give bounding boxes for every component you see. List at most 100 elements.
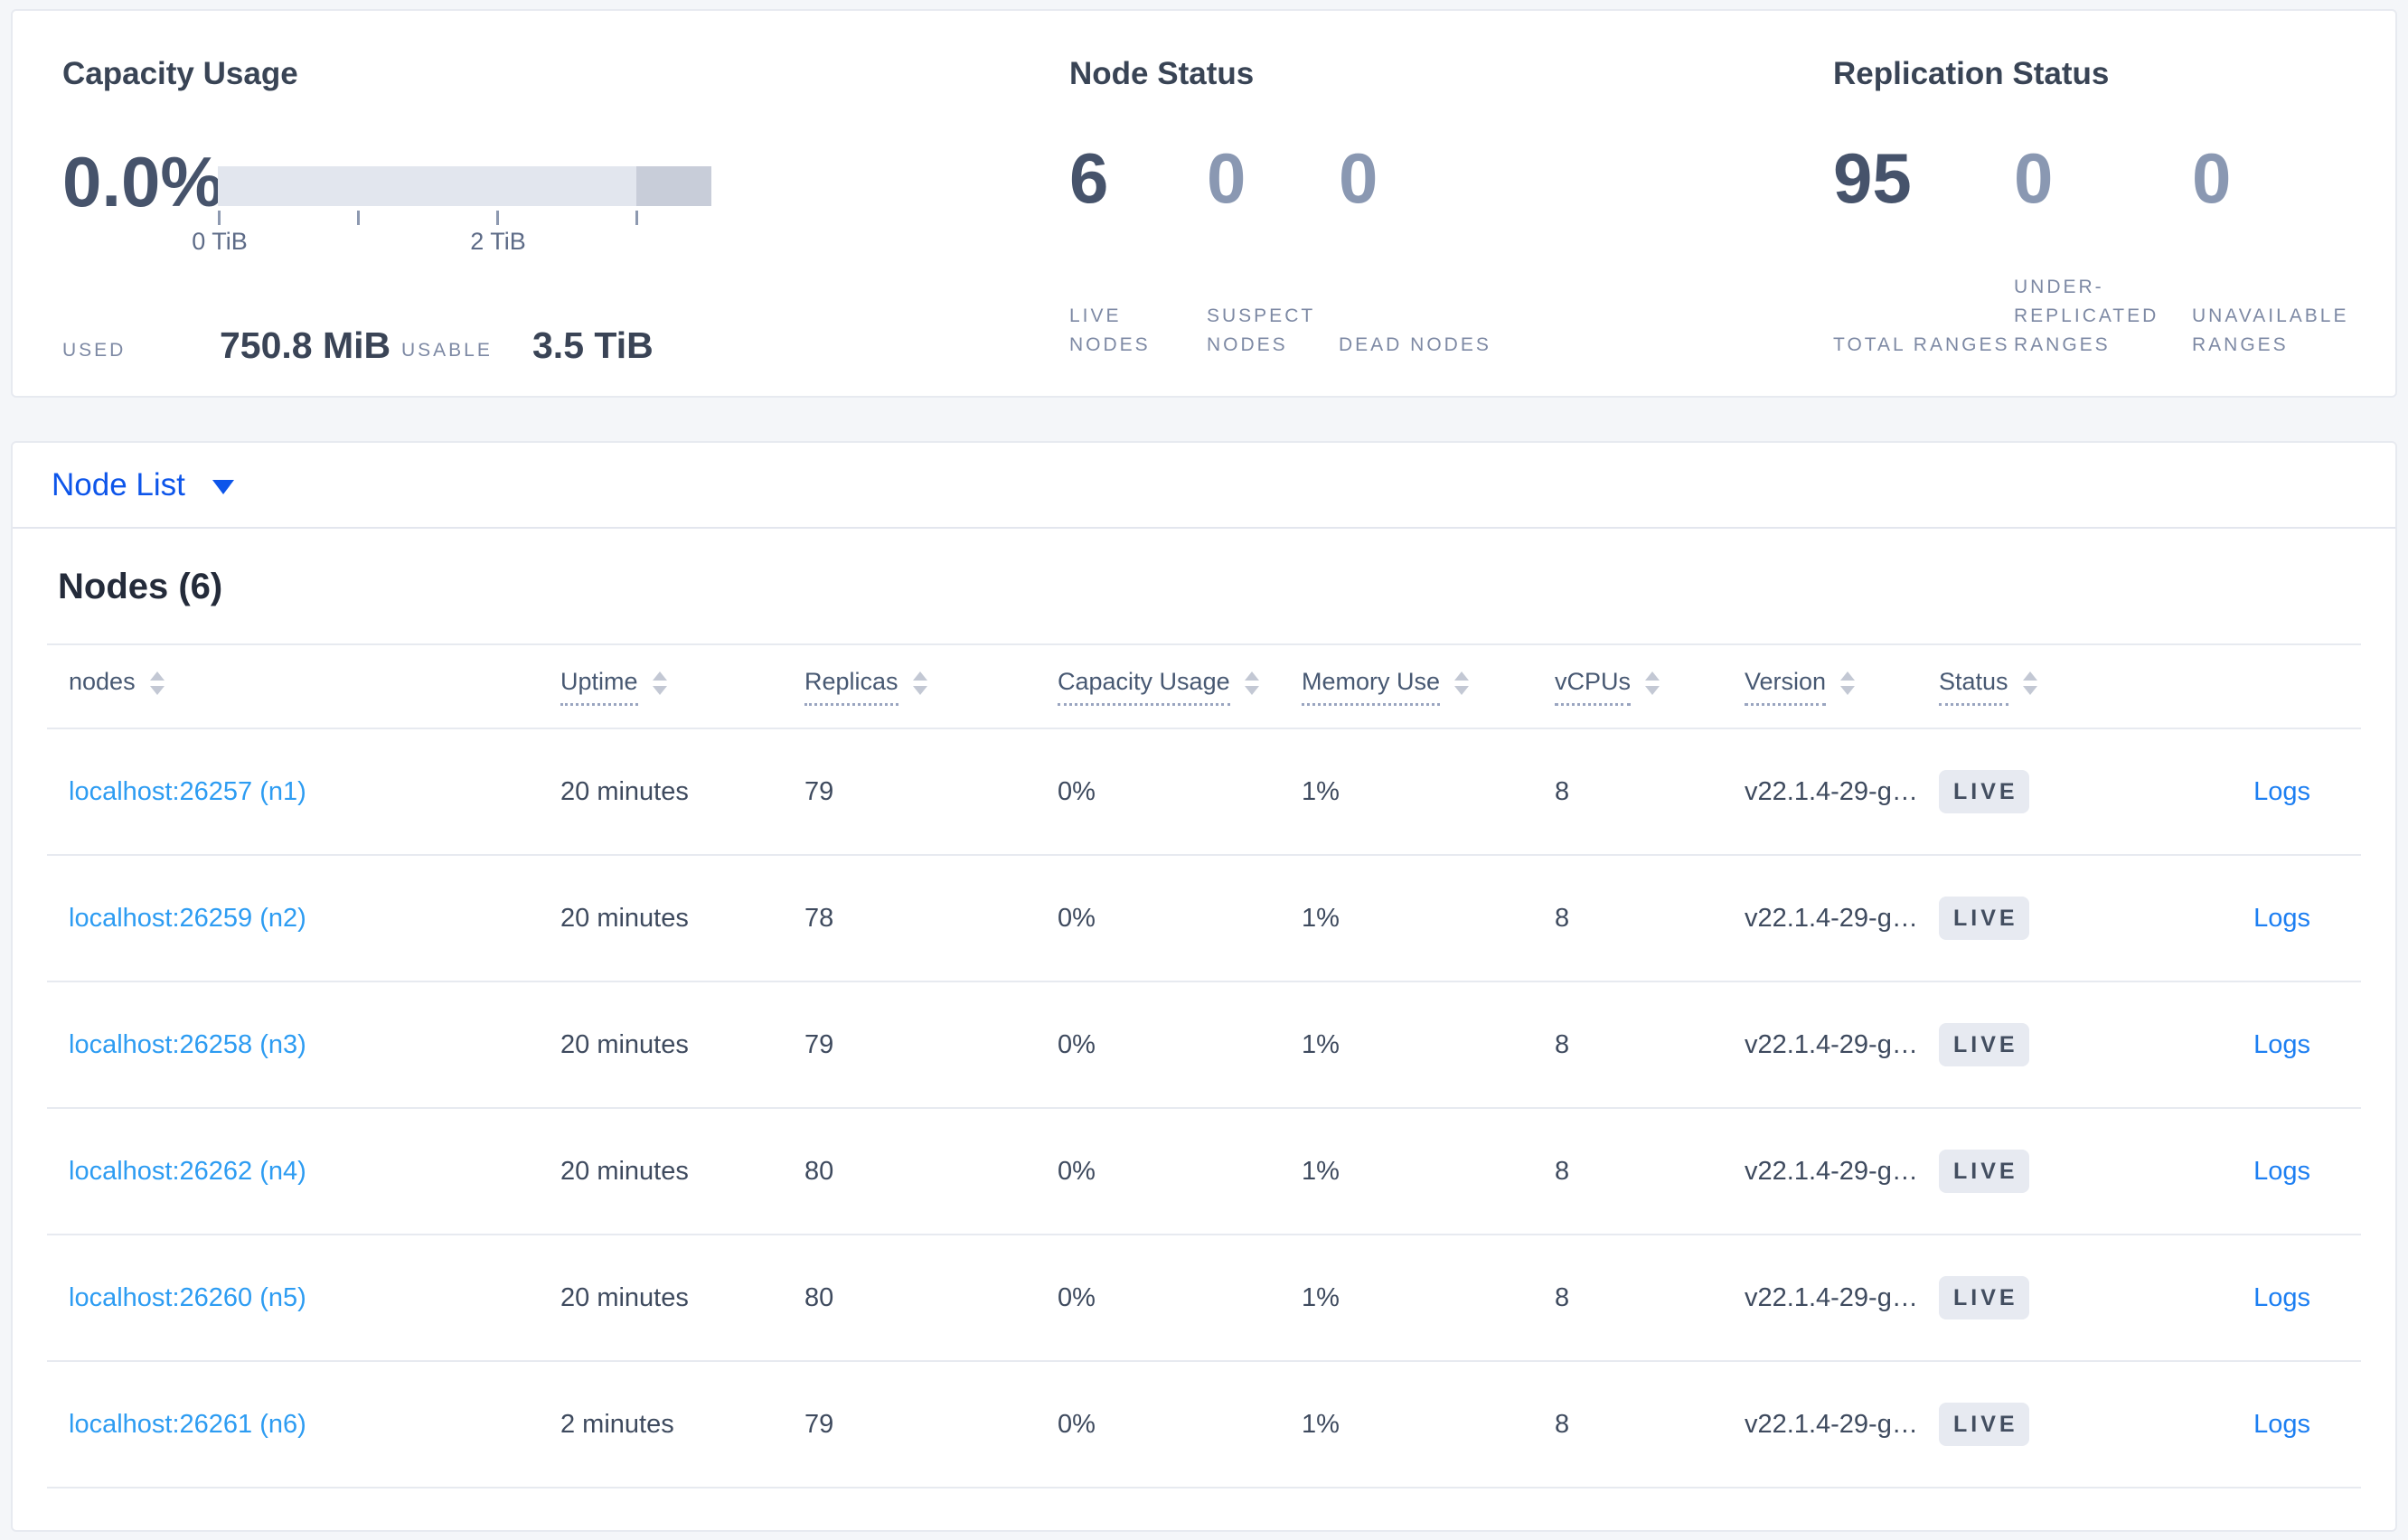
table-row: localhost:26260 (n5) 20 minutes 80 0% 1%… [47, 1235, 2361, 1362]
status-badge: LIVE [1939, 770, 2029, 813]
column-header-nodes[interactable]: nodes [47, 667, 553, 705]
cluster-summary-card: Capacity Usage 0.0% 0 TiB 2 TiB USED 750… [11, 9, 2397, 398]
node-list-dropdown-label: Node List [52, 466, 185, 502]
status-badge: LIVE [1939, 897, 2029, 940]
total-ranges-stat: 95 TOTAL RANGES [1833, 143, 2014, 360]
column-header-uptime[interactable]: Uptime [553, 667, 797, 706]
usable-label: USABLE [401, 340, 493, 361]
logs-link[interactable]: Logs [2253, 1282, 2310, 1312]
version-cell: v22.1.4-29-g… [1745, 1409, 1918, 1439]
column-header-memory-use[interactable]: Memory Use [1294, 667, 1547, 706]
vcpus-cell: 8 [1555, 1156, 1570, 1186]
nodes-table-section: Nodes (6) nodes Uptime Replicas Capacity… [13, 567, 2395, 1488]
dead-nodes-label: DEAD NODES [1339, 334, 1491, 355]
node-link[interactable]: localhost:26257 (n1) [69, 776, 306, 806]
replicas-cell: 78 [804, 903, 834, 933]
live-nodes-label: LIVE NODES [1069, 305, 1151, 355]
under-replicated-ranges-stat: 0 UNDER-REPLICATED RANGES [2014, 143, 2192, 360]
table-row: localhost:26262 (n4) 20 minutes 80 0% 1%… [47, 1109, 2361, 1235]
dead-nodes-value: 0 [1339, 138, 1378, 218]
total-ranges-label: TOTAL RANGES [1833, 334, 2010, 355]
replicas-cell: 80 [804, 1282, 834, 1312]
version-cell: v22.1.4-29-g… [1745, 1156, 1918, 1186]
usable-value: 3.5 TiB [532, 324, 654, 366]
capacity-usage-title: Capacity Usage [62, 56, 298, 91]
sort-icon [2022, 671, 2037, 695]
suspect-nodes-value: 0 [1207, 138, 1246, 218]
uptime-cell: 20 minutes [560, 903, 689, 933]
node-list-card: Node List Nodes (6) nodes Uptime Replica… [11, 441, 2397, 1532]
capacity-usage-cell: 0% [1058, 903, 1096, 933]
column-header-capacity-usage[interactable]: Capacity Usage [1050, 667, 1294, 706]
vcpus-cell: 8 [1555, 903, 1570, 933]
column-header-vcpus[interactable]: vCPUs [1547, 667, 1737, 706]
vcpus-cell: 8 [1555, 1029, 1570, 1059]
capacity-usage-cell: 0% [1058, 776, 1096, 806]
capacity-usage-section: Capacity Usage 0.0% 0 TiB 2 TiB USED 750… [62, 52, 749, 368]
table-header-row: nodes Uptime Replicas Capacity Usage Mem… [47, 643, 2361, 729]
node-link[interactable]: localhost:26258 (n3) [69, 1029, 306, 1059]
logs-link[interactable]: Logs [2253, 1029, 2310, 1059]
version-cell: v22.1.4-29-g… [1745, 1029, 1918, 1059]
logs-link[interactable]: Logs [2253, 776, 2310, 806]
suspect-nodes-label: SUSPECT NODES [1207, 305, 1315, 355]
node-list-dropdown[interactable]: Node List [52, 467, 234, 503]
total-ranges-value: 95 [1833, 138, 1912, 218]
version-cell: v22.1.4-29-g… [1745, 903, 1918, 933]
node-status-title: Node Status [1069, 56, 1255, 91]
node-link[interactable]: localhost:26262 (n4) [69, 1156, 306, 1186]
dead-nodes-stat: 0 DEAD NODES [1339, 143, 1538, 360]
replication-status-title: Replication Status [1833, 56, 2110, 91]
unavailable-ranges-stat: 0 UNAVAILABLE RANGES [2192, 143, 2394, 360]
table-row: localhost:26261 (n6) 2 minutes 79 0% 1% … [47, 1362, 2361, 1488]
sort-icon [149, 671, 165, 695]
memory-use-cell: 1% [1302, 903, 1340, 933]
vcpus-cell: 8 [1555, 1409, 1570, 1439]
vcpus-cell: 8 [1555, 776, 1570, 806]
view-selector-bar: Node List [13, 443, 2395, 529]
logs-link[interactable]: Logs [2253, 1409, 2310, 1439]
uptime-cell: 20 minutes [560, 776, 689, 806]
column-header-status[interactable]: Status [1932, 667, 2103, 706]
capacity-percent-value: 0.0% [62, 142, 223, 221]
version-cell: v22.1.4-29-g… [1745, 776, 1918, 806]
column-header-version[interactable]: Version [1737, 667, 1932, 706]
capacity-usage-cell: 0% [1058, 1029, 1096, 1059]
uptime-cell: 2 minutes [560, 1409, 674, 1439]
sort-icon [1454, 671, 1470, 695]
capacity-axis-label-0: 0 TiB [192, 228, 248, 255]
replicas-cell: 80 [804, 1156, 834, 1186]
logs-link[interactable]: Logs [2253, 1156, 2310, 1186]
node-link[interactable]: localhost:26260 (n5) [69, 1282, 306, 1312]
unavailable-ranges-label: UNAVAILABLE RANGES [2192, 305, 2349, 355]
logs-link[interactable]: Logs [2253, 903, 2310, 933]
column-header-replicas[interactable]: Replicas [797, 667, 1050, 706]
used-label: USED [62, 340, 127, 361]
nodes-count-title: Nodes (6) [58, 567, 223, 606]
sort-icon [1840, 671, 1856, 695]
sort-icon [1244, 671, 1259, 695]
table-row: localhost:26258 (n3) 20 minutes 79 0% 1%… [47, 982, 2361, 1109]
capacity-usage-cell: 0% [1058, 1282, 1096, 1312]
used-value: 750.8 MiB [220, 324, 391, 366]
node-link[interactable]: localhost:26259 (n2) [69, 903, 306, 933]
under-replicated-ranges-value: 0 [2014, 138, 2054, 218]
capacity-axis-label-2: 2 TiB [470, 228, 526, 255]
memory-use-cell: 1% [1302, 1409, 1340, 1439]
replication-status-section: Replication Status 95 TOTAL RANGES 0 UND… [1833, 52, 2394, 360]
chevron-down-icon [212, 479, 234, 494]
replicas-cell: 79 [804, 1029, 834, 1059]
vcpus-cell: 8 [1555, 1282, 1570, 1312]
status-badge: LIVE [1939, 1023, 2029, 1066]
capacity-used-usable-row: USED 750.8 MiB USABLE 3.5 TiB [62, 327, 749, 381]
capacity-usage-cell: 0% [1058, 1156, 1096, 1186]
sort-icon [1645, 671, 1660, 695]
node-status-section: Node Status 6 LIVE NODES 0 SUSPECT NODES… [1069, 52, 1630, 360]
capacity-axis-tick [357, 211, 360, 225]
sort-icon [652, 671, 667, 695]
capacity-bar-reserved-segment [636, 166, 711, 206]
replicas-cell: 79 [804, 1409, 834, 1439]
under-replicated-ranges-label: UNDER-REPLICATED RANGES [2014, 277, 2159, 355]
suspect-nodes-stat: 0 SUSPECT NODES [1207, 143, 1339, 360]
node-link[interactable]: localhost:26261 (n6) [69, 1409, 306, 1439]
